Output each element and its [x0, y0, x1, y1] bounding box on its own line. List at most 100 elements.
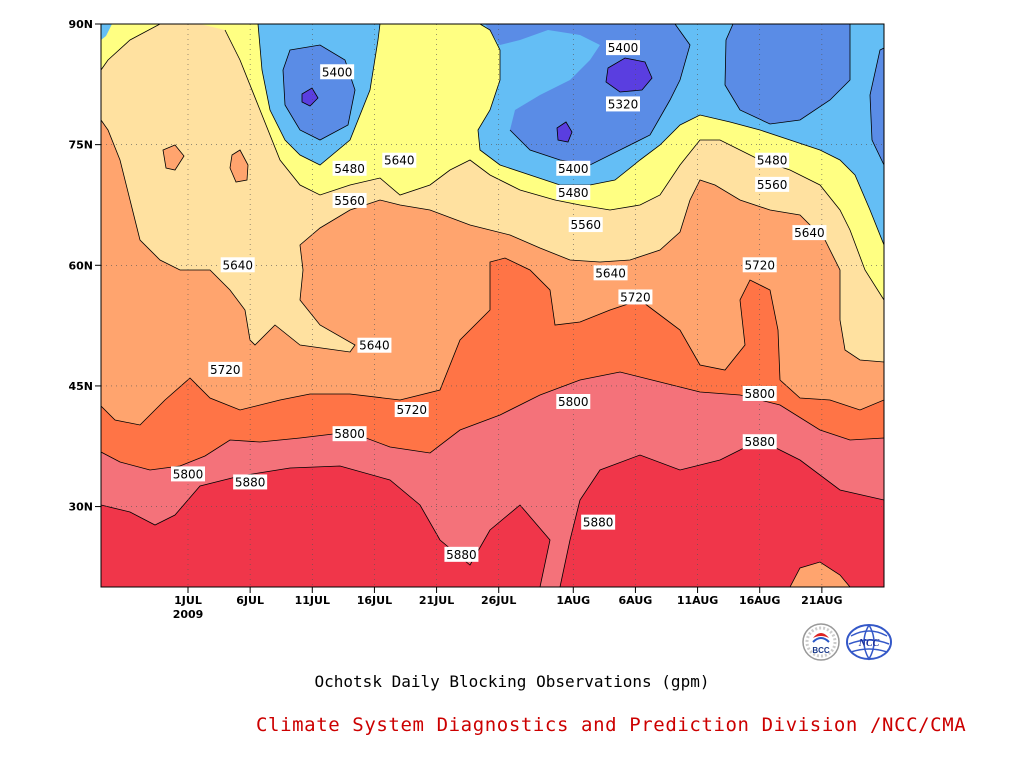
organization-credit: Climate System Diagnostics and Predictio… [256, 714, 967, 736]
x-tick-label: 11JUL [295, 594, 330, 607]
contour-label-text: 5800 [173, 467, 204, 481]
contour-label-bg [394, 402, 429, 418]
contour-label-bg [444, 546, 479, 562]
contour-label-bg [618, 289, 653, 305]
contour-line [101, 465, 551, 587]
contour-label: 5560 [568, 217, 603, 233]
ncc-logo: NCC [845, 622, 892, 662]
x-tick-label: 16AUG [739, 594, 780, 607]
contour-line [282, 24, 884, 166]
contour-label-text: 5800 [744, 387, 775, 401]
x-tick-label: 11AUG [677, 594, 718, 607]
contour-fill-bands [101, 24, 884, 587]
contour-line [162, 57, 851, 587]
contour-line [101, 257, 884, 426]
contour-label: 5800 [332, 426, 367, 442]
contour-label-text: 5720 [744, 258, 775, 272]
contour-label: 5480 [556, 184, 591, 200]
y-tick-label: 45N [68, 380, 93, 393]
contour-label-text: 5640 [359, 339, 390, 353]
x-tick-label: 26JUL [481, 594, 516, 607]
plot-frame [100, 23, 885, 588]
contour-label-text: 5640 [794, 226, 825, 240]
x-year-label: 2009 [173, 608, 204, 621]
contour-label-text: 5880 [583, 516, 614, 530]
x-tick-label: 16JUL [357, 594, 392, 607]
contour-label: 5640 [382, 152, 417, 168]
contour-label-text: 5720 [620, 290, 651, 304]
contour-label-bg [606, 40, 640, 56]
contour-label-bg [742, 434, 777, 450]
contour-label-bg [742, 257, 777, 273]
contour-label-text: 5800 [334, 427, 365, 441]
contour-label-bg [606, 96, 640, 112]
contour-label-text: 5880 [446, 548, 477, 562]
x-tick-label: 6JUL [236, 594, 264, 607]
contour-label: 5720 [618, 289, 653, 305]
contour-label-text: 5560 [334, 194, 365, 208]
contour-label-bg [581, 514, 616, 530]
x-tick-label: 21AUG [801, 594, 842, 607]
contour-label-bg [755, 176, 790, 192]
contour-label: 5400 [320, 64, 355, 80]
contour-label: 5880 [581, 514, 616, 530]
contour-label: 5720 [742, 257, 777, 273]
y-tick-label: 75N [68, 139, 93, 152]
contour-label-text: 5880 [744, 435, 775, 449]
y-tick-label: 90N [68, 18, 93, 31]
contour-label: 5800 [742, 385, 777, 401]
contour-label-text: 5320 [608, 97, 639, 111]
contour-line [559, 439, 884, 587]
contour-label-text: 5640 [384, 154, 415, 168]
contour-label-bg [220, 257, 255, 273]
band-5320-5400 [283, 24, 884, 165]
contour-label-bg [742, 385, 777, 401]
contour-label-bg [556, 394, 591, 410]
y-tick-label: 60N [68, 259, 93, 272]
contour-label: 5720 [208, 361, 243, 377]
contour-label: 5800 [171, 466, 205, 482]
contour-label: 5320 [606, 96, 640, 112]
contour-label: 5880 [444, 546, 479, 562]
contour-label-text: 5720 [210, 363, 241, 377]
contour-line [101, 119, 884, 363]
chart-title: Ochotsk Daily Blocking Observations (gpm… [314, 672, 710, 691]
contour-label-text: 5480 [558, 186, 589, 200]
contour-label-text: 5720 [396, 403, 427, 417]
contour-label: 5640 [792, 225, 827, 241]
x-tick-label: 1AUG [556, 594, 590, 607]
contour-label: 5720 [394, 402, 429, 418]
x-axis: 1JUL 6JUL 11JUL 16JUL 21JUL 26JUL 1AUG 6AUG 11AU… [173, 587, 843, 621]
contour-label-text: 5400 [322, 65, 353, 79]
contour-labels: 5400 5480 5560 5640 5400 5320 5400 5480 5560 5480… [171, 40, 827, 562]
contour-label-text: 5640 [222, 258, 253, 272]
contour-line [257, 24, 884, 246]
contour-label-bg [233, 474, 268, 490]
contour-line [101, 24, 884, 301]
y-tick-label: 30N [68, 501, 93, 514]
contour-label-bg [332, 192, 367, 208]
contour-label-bg [357, 337, 392, 353]
contour-label-bg [593, 265, 628, 281]
contour-label-text: 5400 [558, 162, 589, 176]
contour-label: 5640 [593, 265, 628, 281]
contour-label-bg [755, 152, 790, 168]
contour-label-text: 5560 [570, 218, 601, 232]
contour-label-bg [320, 64, 355, 80]
contour-label: 5400 [606, 40, 640, 56]
contour-label-bg [556, 184, 591, 200]
ncc-logo-text: NCC [858, 638, 880, 649]
contour-label: 5800 [556, 394, 591, 410]
contour-label-bg [208, 361, 243, 377]
bcc-logo-text: BCC [812, 646, 830, 655]
bcc-logo: BCC [801, 622, 841, 662]
contour-label: 5880 [233, 474, 268, 490]
contour-label: 5640 [357, 337, 392, 353]
contour-label: 5560 [755, 176, 790, 192]
contour-label-text: 5800 [558, 395, 589, 409]
contour-label-text: 5560 [757, 178, 788, 192]
contour-label-text: 5400 [608, 41, 639, 55]
band-le-5320-core [302, 58, 652, 142]
contour-label: 5400 [556, 160, 591, 176]
contour-label-bg [556, 160, 591, 176]
